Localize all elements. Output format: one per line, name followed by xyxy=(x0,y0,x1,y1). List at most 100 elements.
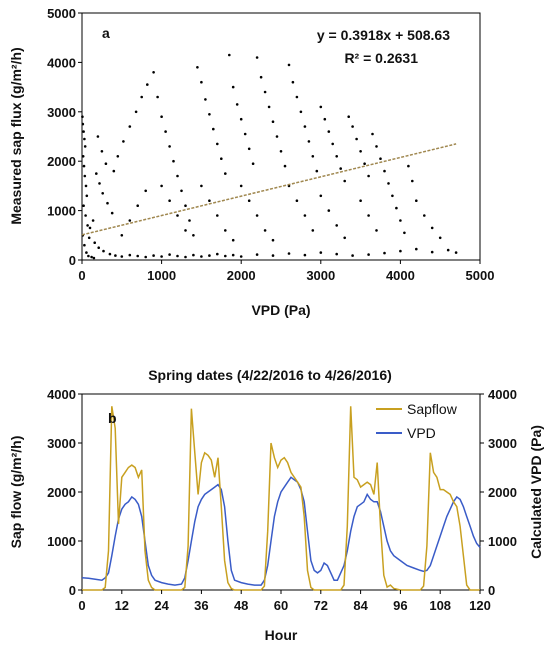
y2-axis-label-b: Calculated VPD (Pa) xyxy=(528,425,544,559)
scatter-point-80 xyxy=(184,204,187,207)
scatter-point-71 xyxy=(146,83,149,86)
scatter-point-89 xyxy=(220,157,223,160)
scatter-point-149 xyxy=(216,214,219,217)
scatter-point-28 xyxy=(88,226,92,230)
scatter-point-99 xyxy=(259,75,263,79)
scatter-point-122 xyxy=(351,125,354,128)
scatter-point-87 xyxy=(212,127,215,131)
scatter-point-126 xyxy=(367,174,370,178)
scatter-point-110 xyxy=(303,125,307,128)
scatter-point-52 xyxy=(271,254,275,257)
scatter-point-9 xyxy=(85,194,89,198)
scatter-point-68 xyxy=(128,125,132,128)
scatter-point-129 xyxy=(379,157,382,160)
scatter-point-163 xyxy=(343,236,347,240)
panel-label-a: a xyxy=(102,25,110,41)
y-tick-label-a-4: 4000 xyxy=(47,55,76,70)
x-tick-label-b-8: 96 xyxy=(393,598,407,613)
scatter-point-51 xyxy=(255,253,259,256)
scatter-point-158 xyxy=(128,219,132,222)
scatter-point-56 xyxy=(335,252,339,256)
y-tick-label-b-2: 2000 xyxy=(47,485,76,500)
scatter-point-168 xyxy=(295,199,299,202)
regression-equation: y = 0.3918x + 508.63 xyxy=(317,27,450,43)
scatter-point-98 xyxy=(255,56,259,59)
y-ticks-b: 0 1000 2000 3000 4000 xyxy=(47,387,82,598)
scatter-point-138 xyxy=(415,199,418,202)
scatter-point-42 xyxy=(176,254,179,258)
scatter-point-75 xyxy=(164,130,167,133)
scatter-point-86 xyxy=(208,113,211,116)
scatter-point-67 xyxy=(122,140,125,143)
x-tick-label-b-4: 48 xyxy=(234,598,248,613)
scatter-point-64 xyxy=(454,251,458,254)
scatter-point-46 xyxy=(208,254,211,257)
scatter-point-29 xyxy=(87,236,91,240)
scatter-point-37 xyxy=(136,254,139,258)
scatter-point-74 xyxy=(160,115,163,118)
scatter-point-3 xyxy=(83,137,86,141)
x-tick-label-b-0: 0 xyxy=(78,598,85,613)
scatter-point-10 xyxy=(82,204,85,207)
scatter-point-15 xyxy=(85,251,88,254)
scatter-point-20 xyxy=(100,150,104,153)
scatter-point-45 xyxy=(200,255,203,258)
scatter-point-54 xyxy=(303,253,307,257)
scatter-point-41 xyxy=(168,253,171,256)
x-tick-label-a-5: 5000 xyxy=(466,268,495,283)
x-tick-label-a-2: 2000 xyxy=(227,268,256,283)
x-tick-label-a-1: 1000 xyxy=(147,268,176,283)
scatter-point-101 xyxy=(267,105,271,109)
scatter-point-100 xyxy=(263,90,267,94)
scatter-point-152 xyxy=(160,184,163,188)
scatter-point-153 xyxy=(168,199,171,202)
scatter-point-35 xyxy=(120,255,124,258)
y2-ticks-b: 0 1000 2000 3000 4000 xyxy=(480,387,517,598)
scatter-point-147 xyxy=(200,184,203,188)
scatter-point-16 xyxy=(87,254,90,258)
scatter-point-119 xyxy=(339,167,343,170)
scatter-point-18 xyxy=(92,256,96,260)
scatter-point-114 xyxy=(319,105,323,109)
scatter-point-117 xyxy=(331,142,335,146)
scatter-point-123 xyxy=(355,137,358,141)
scatter-point-62 xyxy=(430,250,434,254)
scatter-point-88 xyxy=(216,142,219,146)
scatter-point-166 xyxy=(375,229,378,232)
y-tick-label-b-1: 1000 xyxy=(47,534,76,549)
y2-tick-label-b-4: 4000 xyxy=(488,387,517,402)
scatter-point-19 xyxy=(96,135,100,138)
x-tick-label-b-1: 12 xyxy=(115,598,129,613)
scatter-point-14 xyxy=(83,243,86,247)
x-axis-label-a: VPD (Pa) xyxy=(251,302,310,318)
scatter-point-134 xyxy=(399,219,402,222)
scatter-point-6 xyxy=(82,164,86,168)
chart-title-b: Spring dates (4/22/2016 to 4/26/2016) xyxy=(148,367,392,383)
scatter-point-47 xyxy=(216,252,219,256)
scatter-point-65 xyxy=(112,169,116,173)
scatter-point-8 xyxy=(84,184,88,188)
scatter-point-127 xyxy=(371,132,374,136)
x-axis-label-b: Hour xyxy=(265,627,298,643)
scatter-point-165 xyxy=(367,214,370,217)
x-tick-label-b-10: 120 xyxy=(469,598,491,613)
scatter-point-30 xyxy=(93,241,96,244)
y-axis-label-b: Sap flow (g/m²/h) xyxy=(8,436,24,549)
scatter-point-162 xyxy=(335,224,339,227)
scatter-point-121 xyxy=(347,115,351,118)
scatter-point-73 xyxy=(156,95,159,99)
scatter-point-25 xyxy=(106,201,109,205)
x-tick-label-b-3: 36 xyxy=(194,598,208,613)
legend-label-sapflow: Sapflow xyxy=(407,401,458,417)
scatter-point-76 xyxy=(168,145,171,148)
scatter-point-43 xyxy=(184,255,187,259)
scatter-point-91 xyxy=(228,53,231,57)
y2-tick-label-b-3: 3000 xyxy=(488,436,517,451)
scatter-point-50 xyxy=(239,255,243,258)
scatter-point-112 xyxy=(311,155,315,158)
scatter-point-156 xyxy=(144,189,147,193)
y-ticks-a: 0 1000 2000 3000 4000 5000 xyxy=(47,6,82,268)
scatter-point-94 xyxy=(239,117,243,121)
scatter-point-57 xyxy=(351,254,354,257)
